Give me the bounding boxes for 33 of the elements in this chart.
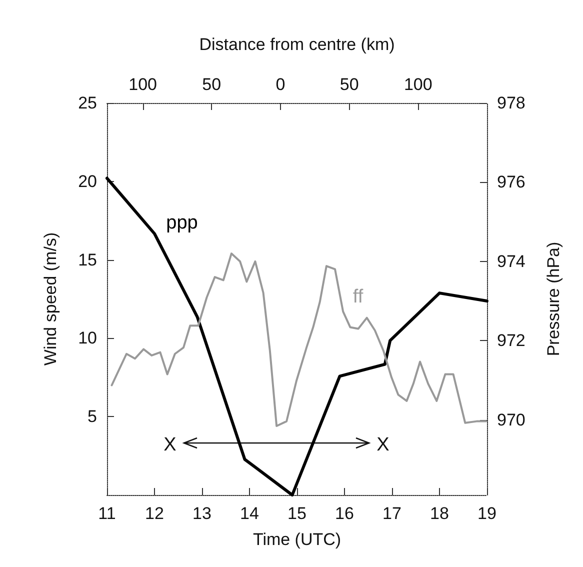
line-series [110, 252, 488, 428]
x-tick-label: 17 [382, 504, 402, 523]
x-tick-label: 16 [335, 504, 354, 523]
y-tick-label: 5 [88, 407, 97, 426]
y2-tick-label: 978 [497, 94, 526, 112]
y2-tick-label: 976 [497, 172, 526, 192]
x-axis-title: Time (UTC) [252, 530, 342, 549]
x-tick-label: 11 [98, 504, 116, 523]
x2-tick-label: 0 [276, 75, 286, 94]
x-tick-label: 19 [478, 504, 496, 523]
y2-tick-label: 974 [497, 252, 526, 271]
y2-tick-label: 970 [497, 410, 526, 430]
annotation: X [164, 434, 177, 456]
x2-tick-label: 100 [404, 75, 432, 94]
series-label: ppp [166, 212, 198, 234]
y-axis-title: Wind speed (m/s) [41, 232, 60, 366]
y2-tick-label: 972 [497, 331, 526, 350]
x2-tick-label: 50 [202, 75, 222, 94]
x-tick-label: 15 [288, 504, 306, 523]
x2-axis-title: Distance from centre (km) [199, 35, 395, 54]
y-tick-label: 25 [78, 94, 97, 112]
y-tick-label: 20 [78, 172, 97, 191]
x2-tick-label: 100 [128, 75, 157, 94]
x-tick-label: 14 [240, 504, 259, 523]
x-tick-label: 18 [430, 504, 449, 523]
y2-axis-title: Pressure (hPa) [544, 242, 563, 356]
y-tick-label: 15 [78, 250, 97, 270]
series-label: ff [352, 286, 364, 308]
x-tick-label: 12 [145, 504, 164, 523]
annotation: X [376, 434, 390, 456]
x2-tick-label: 50 [340, 75, 359, 94]
x-tick-label: 13 [192, 504, 212, 523]
y-tick-label: 10 [78, 328, 97, 348]
